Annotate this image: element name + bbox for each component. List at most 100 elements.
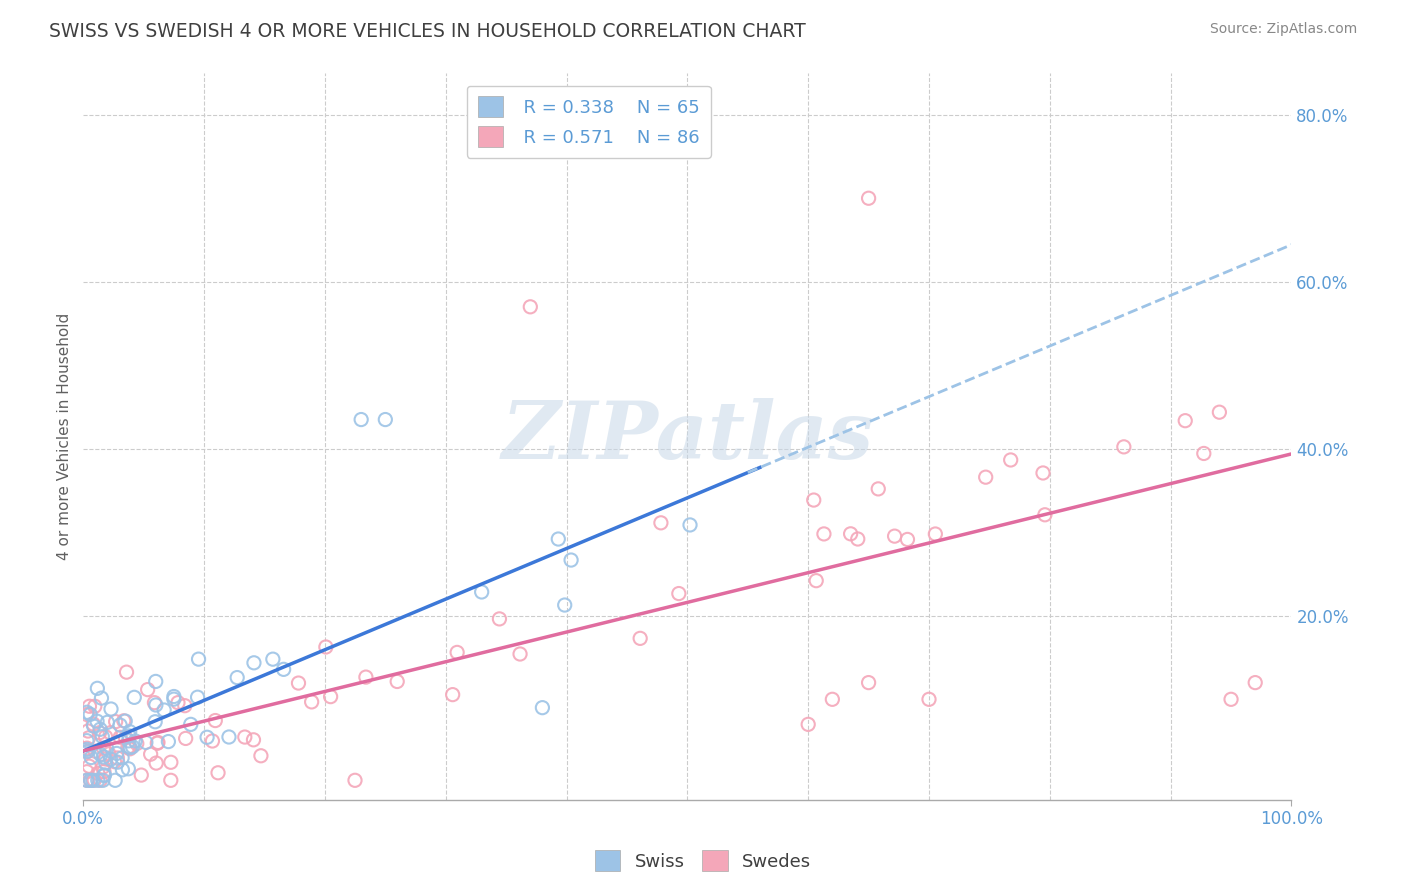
Point — [93, 768, 115, 782]
Point — [153, 703, 176, 717]
Point — [76, 742, 98, 756]
Point — [76, 745, 98, 759]
Point — [124, 734, 146, 748]
Point — [207, 765, 229, 780]
Point — [509, 647, 531, 661]
Point — [118, 741, 141, 756]
Point — [180, 717, 202, 731]
Point — [187, 652, 209, 666]
Text: Source: ZipAtlas.com: Source: ZipAtlas.com — [1209, 22, 1357, 37]
Point — [94, 730, 117, 744]
Point — [1000, 453, 1022, 467]
Point — [163, 692, 186, 706]
Point — [100, 752, 122, 766]
Point — [797, 717, 820, 731]
Point — [117, 762, 139, 776]
Point — [91, 760, 114, 774]
Point — [94, 752, 117, 766]
Point — [118, 740, 141, 755]
Point — [821, 692, 844, 706]
Point — [89, 725, 111, 739]
Point — [76, 707, 98, 722]
Point — [250, 748, 273, 763]
Point — [93, 741, 115, 756]
Point — [89, 773, 111, 788]
Point — [79, 699, 101, 714]
Point — [93, 750, 115, 764]
Point — [76, 773, 98, 788]
Point — [163, 690, 186, 704]
Point — [547, 532, 569, 546]
Point — [813, 527, 835, 541]
Point — [96, 741, 118, 756]
Point — [233, 730, 256, 744]
Point — [1244, 675, 1267, 690]
Point — [273, 662, 295, 676]
Point — [91, 730, 114, 744]
Point — [118, 724, 141, 739]
Point — [1033, 508, 1056, 522]
Point — [167, 696, 190, 710]
Point — [135, 735, 157, 749]
Point — [114, 731, 136, 745]
Point — [117, 740, 139, 755]
Point — [76, 773, 98, 788]
Point — [77, 731, 100, 745]
Point — [145, 756, 167, 770]
Point — [87, 773, 110, 788]
Point — [628, 632, 651, 646]
Point — [471, 585, 494, 599]
Point — [121, 739, 143, 754]
Point — [124, 690, 146, 705]
Point — [201, 734, 224, 748]
Point — [374, 412, 396, 426]
Point — [157, 734, 180, 748]
Point — [90, 747, 112, 762]
Point — [1208, 405, 1230, 419]
Point — [1032, 466, 1054, 480]
Point — [100, 702, 122, 716]
Point — [195, 731, 218, 745]
Point — [117, 734, 139, 748]
Point — [97, 747, 120, 761]
Point — [174, 731, 197, 746]
Point — [319, 690, 342, 704]
Point — [94, 756, 117, 770]
Point — [441, 688, 464, 702]
Point — [650, 516, 672, 530]
Point — [446, 645, 468, 659]
Legend: Swiss, Swedes: Swiss, Swedes — [588, 843, 818, 879]
Point — [806, 574, 828, 588]
Point — [143, 714, 166, 729]
Point — [111, 763, 134, 777]
Y-axis label: 4 or more Vehicles in Household: 4 or more Vehicles in Household — [58, 312, 72, 560]
Point — [803, 493, 825, 508]
Point — [160, 756, 183, 770]
Point — [83, 699, 105, 714]
Point — [145, 674, 167, 689]
Point — [146, 735, 169, 749]
Point — [839, 526, 862, 541]
Point — [301, 695, 323, 709]
Point — [129, 768, 152, 782]
Point — [76, 733, 98, 747]
Text: SWISS VS SWEDISH 4 OR MORE VEHICLES IN HOUSEHOLD CORRELATION CHART: SWISS VS SWEDISH 4 OR MORE VEHICLES IN H… — [49, 22, 806, 41]
Point — [96, 715, 118, 730]
Point — [868, 482, 890, 496]
Point — [145, 698, 167, 712]
Point — [107, 755, 129, 769]
Point — [105, 751, 128, 765]
Point — [79, 773, 101, 788]
Point — [1220, 692, 1243, 706]
Point — [350, 412, 373, 426]
Point — [90, 691, 112, 706]
Point — [82, 773, 104, 788]
Point — [519, 300, 541, 314]
Point — [98, 726, 121, 740]
Point — [846, 532, 869, 546]
Point — [125, 737, 148, 751]
Point — [146, 736, 169, 750]
Point — [86, 714, 108, 729]
Point — [83, 719, 105, 733]
Point — [187, 690, 209, 705]
